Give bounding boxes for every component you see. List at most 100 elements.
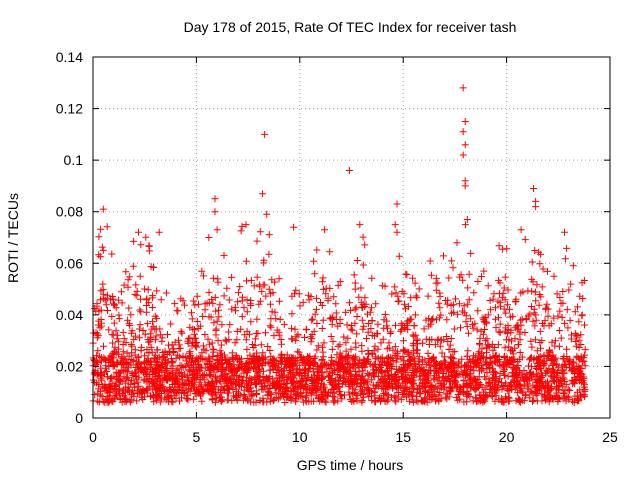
- data-point: [531, 336, 539, 344]
- data-point: [127, 341, 135, 348]
- data-point: [572, 338, 580, 345]
- data-point: [401, 390, 409, 398]
- data-point: [395, 297, 403, 305]
- data-point: [342, 308, 350, 316]
- data-point: [500, 362, 508, 370]
- data-point: [336, 341, 344, 349]
- data-point: [337, 364, 345, 372]
- data-point: [308, 335, 316, 343]
- data-point: [498, 379, 505, 387]
- data-point: [516, 349, 524, 356]
- data-point: [461, 366, 469, 374]
- data-point: [352, 304, 360, 312]
- x-tick-label: 0: [89, 429, 97, 445]
- data-point: [162, 289, 170, 297]
- data-point: [275, 372, 283, 380]
- data-point: [302, 326, 310, 334]
- data-point: [400, 364, 408, 372]
- data-point: [212, 307, 220, 315]
- data-point: [531, 288, 539, 296]
- data-point: [561, 228, 568, 236]
- data-point: [489, 369, 497, 377]
- data-point: [134, 354, 142, 362]
- data-point: [253, 315, 261, 323]
- data-point: [350, 354, 357, 362]
- data-point: [97, 369, 105, 376]
- data-point: [338, 395, 346, 403]
- data-point: [243, 345, 251, 353]
- data-point: [359, 367, 367, 375]
- data-point: [167, 320, 175, 328]
- data-point: [241, 366, 249, 374]
- data-point: [152, 332, 160, 340]
- data-point: [113, 359, 121, 366]
- data-point: [154, 391, 162, 399]
- data-point: [109, 339, 117, 347]
- data-point: [563, 353, 571, 360]
- data-point: [147, 361, 155, 369]
- data-point: [532, 203, 540, 211]
- data-point: [547, 357, 555, 364]
- data-point: [388, 384, 396, 392]
- data-point: [486, 297, 494, 304]
- data-point: [232, 393, 240, 401]
- data-point: [482, 318, 490, 326]
- data-point: [281, 388, 289, 396]
- data-point: [491, 397, 499, 405]
- data-point: [457, 324, 464, 332]
- data-point: [353, 257, 361, 264]
- data-point: [184, 386, 192, 394]
- x-tick-label: 25: [602, 429, 618, 445]
- data-point: [362, 300, 370, 308]
- data-point: [201, 300, 209, 308]
- data-point: [483, 392, 491, 400]
- data-point: [249, 344, 257, 351]
- data-point: [392, 358, 400, 366]
- data-point: [516, 336, 524, 344]
- data-point: [537, 250, 545, 258]
- data-point: [190, 361, 197, 369]
- data-point: [108, 313, 116, 320]
- data-point: [313, 294, 320, 302]
- data-point: [126, 396, 134, 404]
- data-point: [487, 391, 495, 399]
- data-point: [459, 307, 466, 315]
- data-point: [517, 316, 525, 324]
- data-point: [441, 361, 449, 369]
- data-point: [526, 356, 533, 364]
- data-point: [145, 349, 153, 357]
- data-point: [530, 354, 538, 362]
- data-point: [516, 396, 524, 404]
- data-point: [447, 386, 455, 394]
- data-point: [383, 390, 391, 398]
- data-point: [257, 341, 265, 349]
- data-point: [102, 364, 110, 372]
- data-point: [547, 372, 555, 380]
- data-point: [326, 248, 334, 256]
- data-point: [404, 303, 412, 310]
- y-tick-label: 0.14: [56, 49, 83, 65]
- data-point: [142, 233, 150, 241]
- data-point: [442, 333, 450, 340]
- data-point: [336, 362, 344, 370]
- data-point: [544, 312, 552, 320]
- data-point: [354, 362, 362, 370]
- data-point: [356, 382, 364, 390]
- data-point: [371, 342, 379, 350]
- data-point: [426, 382, 434, 390]
- data-point: [516, 376, 524, 384]
- data-point: [141, 352, 149, 360]
- data-point: [171, 300, 179, 308]
- data-point: [179, 354, 187, 362]
- data-point: [319, 285, 327, 293]
- data-point: [122, 268, 130, 276]
- data-point: [226, 321, 234, 329]
- data-point: [330, 361, 338, 369]
- data-point: [443, 390, 451, 398]
- data-point: [359, 325, 367, 333]
- y-tick-labels: 0 0.02 0.04 0.06 0.08 0.1 0.12 0.14: [56, 49, 83, 426]
- data-point: [533, 372, 541, 380]
- data-point: [277, 384, 285, 391]
- data-point: [265, 285, 273, 293]
- data-point: [324, 294, 332, 302]
